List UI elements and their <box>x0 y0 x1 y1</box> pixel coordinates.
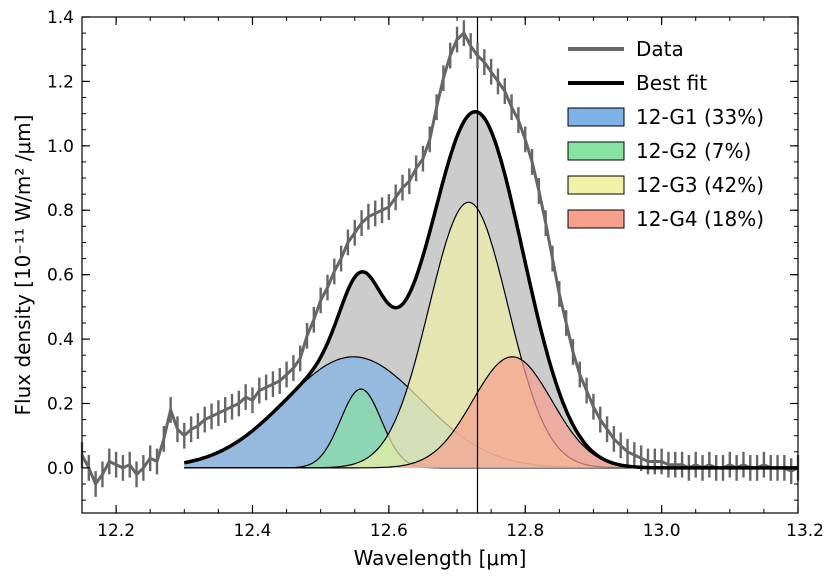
x-tick-label: 13.0 <box>643 521 681 541</box>
y-tick-label: 0.6 <box>47 266 74 286</box>
data-series-line <box>80 31 799 486</box>
y-tick-label: 1.4 <box>47 8 74 28</box>
legend-label: 12-G2 (7%) <box>636 139 751 163</box>
best-fit-line <box>183 109 798 470</box>
legend-label: 12-G4 (18%) <box>636 207 764 231</box>
y-tick-label: 1.2 <box>47 72 74 92</box>
axes: 12.2 12.4 12.6 12.8 13.0 13.2 0.0 0.2 0.4 0.6 0.8 1… <box>47 8 824 541</box>
x-tick-label: 13.2 <box>786 521 824 541</box>
y-axis-title: Flux density [10⁻¹¹ W/m² /μm] <box>11 115 35 416</box>
x-tick-label: 12.6 <box>370 521 408 541</box>
legend-label: Data <box>636 37 684 61</box>
component-area-4 <box>184 356 799 468</box>
legend-swatch-component-3 <box>567 175 625 195</box>
legend-swatch-component-4 <box>567 209 625 229</box>
legend-label: 12-G3 (42%) <box>636 173 764 197</box>
legend-label: 12-G1 (33%) <box>636 105 764 129</box>
y-tick-label: 0.2 <box>47 394 74 414</box>
component-area-3 <box>184 202 799 468</box>
legend-swatch-component-2 <box>567 141 625 161</box>
x-tick-label: 12.8 <box>506 521 544 541</box>
x-axis-title: Wavelength [μm] <box>354 546 527 570</box>
y-tick-label: 1.0 <box>47 137 74 157</box>
y-tick-label: 0.8 <box>47 201 74 221</box>
plot-area <box>80 17 800 513</box>
y-tick-label: 0.4 <box>47 330 74 350</box>
legend-label: Best fit <box>636 71 707 95</box>
component-area-2 <box>184 389 799 468</box>
x-tick-label: 12.2 <box>97 521 135 541</box>
axes-frame <box>81 16 799 514</box>
x-tick-label: 12.4 <box>234 521 272 541</box>
y-tick-label: 0.0 <box>47 459 74 479</box>
legend: Data Best fit 12-G1 (33%) 12-G2 (7%) 12-G3 (… <box>567 37 764 231</box>
legend-swatch-component-1 <box>567 107 625 127</box>
